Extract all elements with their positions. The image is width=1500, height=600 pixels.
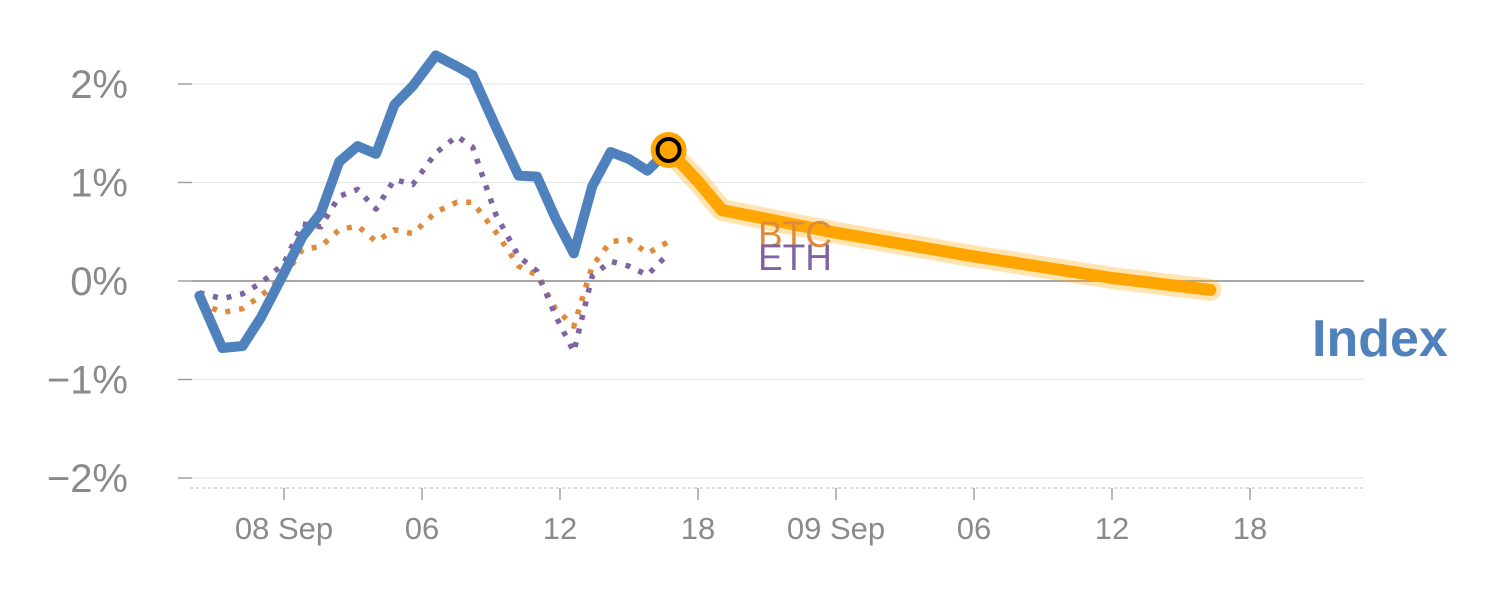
x-tick-label: 06	[405, 511, 439, 546]
y-tick-label: −1%	[47, 359, 128, 403]
axes: 2% 1% 0% −1% −2% 08 Sep 06 12 18 09 Sep 06 12 18	[47, 63, 1364, 546]
series-layer	[194, 50, 1222, 355]
x-tick-label: 12	[1095, 511, 1129, 546]
index-line	[194, 50, 674, 353]
x-tick-label: 18	[1233, 511, 1267, 546]
forecast-line	[662, 144, 1217, 296]
x-tick-label: 08 Sep	[235, 511, 333, 546]
current-point-marker	[655, 136, 682, 163]
eth-label: ETH	[758, 237, 832, 278]
y-tick-label: 2%	[70, 63, 128, 107]
y-tick-label: −2%	[47, 457, 128, 501]
gridlines	[192, 83, 1364, 479]
series-labels: BTC ETH Index	[758, 214, 1448, 368]
x-tick-label: 09 Sep	[787, 511, 885, 546]
x-tick-label: 18	[681, 511, 715, 546]
index-label: Index	[1312, 310, 1448, 368]
btc-label: BTC	[758, 214, 832, 255]
x-tick-label: 06	[957, 511, 991, 546]
x-tick-label: 12	[543, 511, 577, 546]
eth-line	[198, 133, 671, 355]
y-tick-label: 1%	[70, 162, 128, 206]
y-tick-label: 0%	[70, 260, 128, 304]
